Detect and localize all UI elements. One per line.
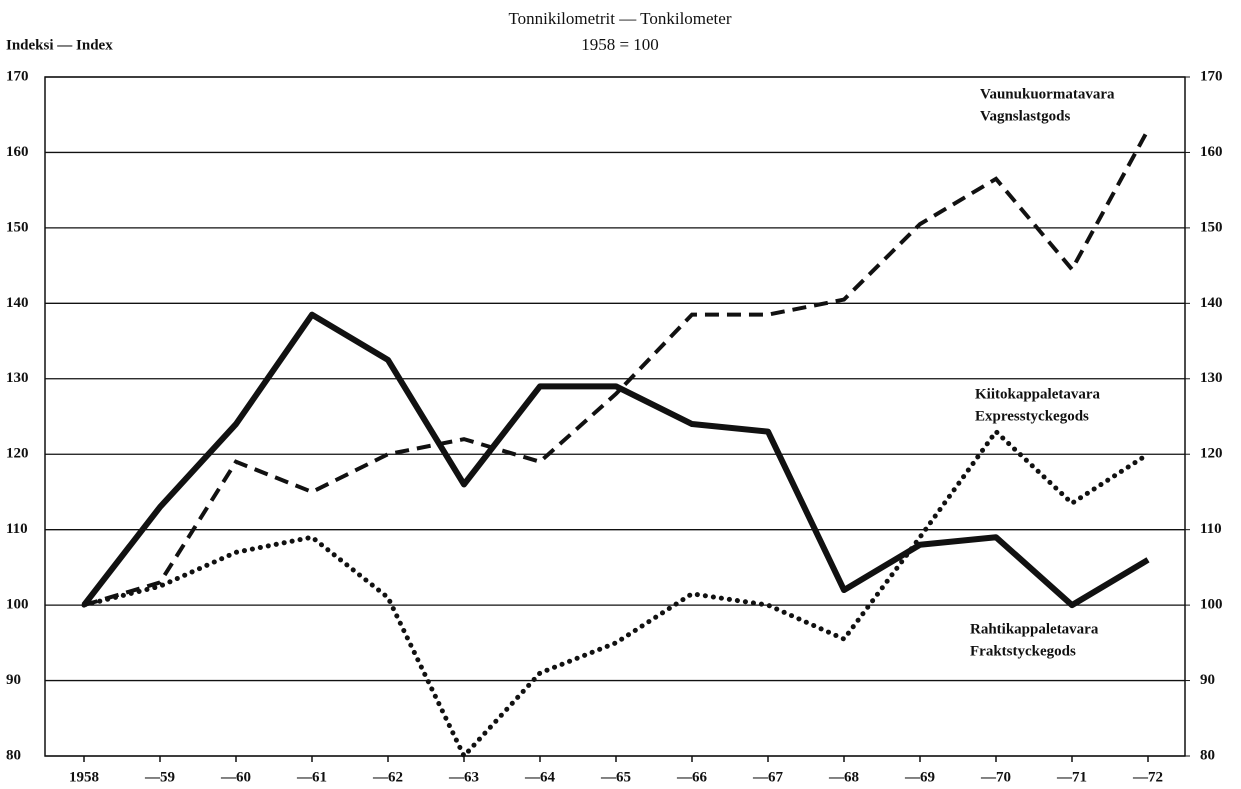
y-tick-label: 160 [6,144,29,160]
series-label: Vaunukuormatavara [980,86,1115,102]
y2-tick-label: 90 [1200,672,1215,688]
y-tick-label: 170 [6,68,29,84]
x-tick-label: —61 [296,769,327,785]
series-label: Kiitokappaletavara [975,386,1101,402]
y2-tick-label: 140 [1200,295,1223,311]
x-tick-label: —69 [904,769,935,785]
y2-tick-label: 130 [1200,370,1223,386]
y2-tick-label: 80 [1200,747,1215,763]
x-tick-label: —62 [372,769,403,785]
series-label: Rahtikappaletavara [970,621,1099,637]
x-tick-label: —68 [828,769,859,785]
y-tick-label: 130 [6,370,29,386]
y-axis-label: Indeksi — Index [6,37,113,53]
chart-subtitle: 1958 = 100 [581,35,659,54]
y-tick-label: 120 [6,446,29,462]
x-tick-label: —59 [144,769,175,785]
x-tick-label: 1958 [69,769,99,785]
y2-tick-label: 100 [1200,597,1223,613]
x-tick-label: —65 [600,769,631,785]
y2-tick-label: 150 [1200,219,1223,235]
x-tick-label: —64 [524,769,556,785]
x-tick-label: —71 [1056,769,1087,785]
series-label: Vagnslastgods [980,108,1070,124]
y-tick-label: 90 [6,672,21,688]
x-tick-label: —66 [676,769,708,785]
data-line [83,128,1150,608]
y-tick-label: 80 [6,747,21,763]
x-tick-label: —60 [220,769,251,785]
y-tick-label: 140 [6,295,29,311]
chart-title: Tonnikilometrit — Tonkilometer [508,9,731,28]
x-tick-label: —63 [448,769,479,785]
series-label: Fraktstyckegods [970,643,1076,659]
x-tick-label: —70 [980,769,1011,785]
y2-tick-label: 120 [1200,446,1223,462]
y-tick-label: 100 [6,597,29,613]
y2-tick-label: 160 [1200,144,1223,160]
x-tick-label: —67 [752,769,784,785]
data-line [81,311,1150,609]
y2-tick-label: 110 [1200,521,1222,537]
data-line [81,427,1151,761]
y-tick-label: 110 [6,521,28,537]
series-label: Expresstyckegods [975,408,1089,424]
y-tick-label: 150 [6,219,29,235]
x-tick-label: —72 [1132,769,1163,785]
y2-tick-label: 170 [1200,68,1223,84]
